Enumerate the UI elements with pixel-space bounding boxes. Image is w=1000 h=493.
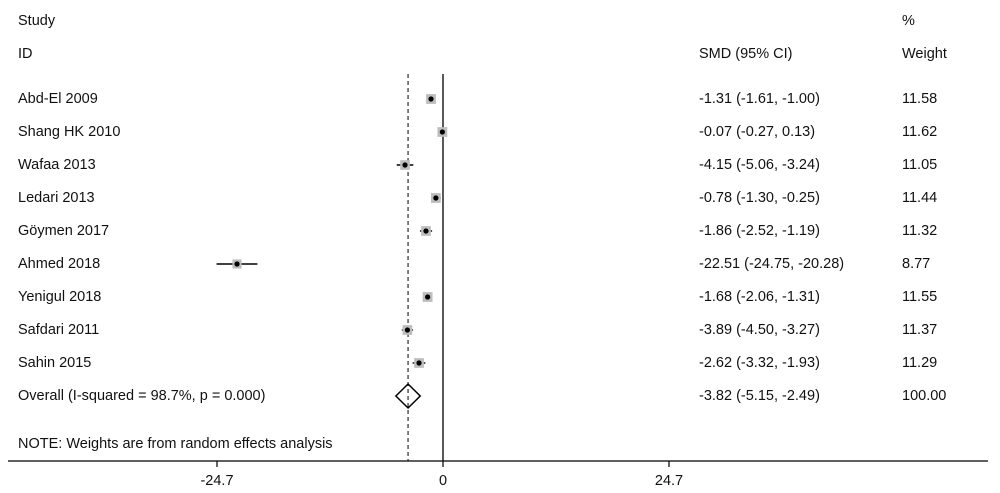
- smd-ci-value: -1.86 (-2.52, -1.19): [699, 223, 820, 239]
- study-label: Ledari 2013: [18, 190, 95, 206]
- point-estimate: [439, 129, 445, 135]
- smd-ci-value: -4.15 (-5.06, -3.24): [699, 157, 820, 173]
- id-header: ID: [18, 46, 33, 62]
- note-text: NOTE: Weights are from random effects an…: [18, 436, 333, 452]
- smd-ci-value: -1.68 (-2.06, -1.31): [699, 289, 820, 305]
- weight-value: 11.55: [902, 289, 938, 305]
- study-header: Study: [18, 13, 56, 29]
- point-estimate: [234, 261, 240, 267]
- study-label: Safdari 2011: [18, 322, 100, 338]
- study-label: Wafaa 2013: [18, 157, 96, 173]
- smd-ci-value: -1.31 (-1.61, -1.00): [699, 91, 820, 107]
- weight-value: 11.29: [902, 355, 938, 371]
- smd-ci-value: -0.78 (-1.30, -0.25): [699, 190, 820, 206]
- study-label: Yenigul 2018: [18, 289, 102, 305]
- study-label: Göymen 2017: [18, 223, 110, 239]
- weight-value: 11.44: [902, 190, 938, 206]
- point-estimate: [404, 327, 411, 333]
- point-estimate: [428, 96, 434, 102]
- point-estimate: [423, 228, 429, 234]
- study-label: Ahmed 2018: [18, 256, 101, 272]
- weight-value: 11.62: [902, 124, 938, 140]
- weight-value: 11.37: [902, 322, 938, 338]
- point-estimate: [402, 162, 408, 168]
- weight-value: 11.05: [902, 157, 938, 173]
- x-tick-label: 24.7: [655, 473, 683, 489]
- x-tick-label: -24.7: [200, 473, 233, 489]
- smd-ci-value: -3.82 (-5.15, -2.49): [699, 388, 820, 404]
- point-estimate: [416, 360, 422, 366]
- weight-value: 100.00: [902, 388, 947, 404]
- percent-header: %: [902, 13, 915, 29]
- smd-header: SMD (95% CI): [699, 46, 793, 62]
- weight-value: 11.32: [902, 223, 938, 239]
- point-estimate: [433, 195, 439, 201]
- smd-ci-value: -22.51 (-24.75, -20.28): [699, 256, 845, 272]
- x-tick-label: 0: [439, 473, 447, 489]
- smd-ci-value: -3.89 (-4.50, -3.27): [699, 322, 820, 338]
- smd-ci-value: -2.62 (-3.32, -1.93): [699, 355, 820, 371]
- study-label: Abd-El 2009: [18, 91, 98, 107]
- study-label: Overall (I-squared = 98.7%, p = 0.000): [18, 388, 266, 404]
- smd-ci-value: -0.07 (-0.27, 0.13): [699, 124, 816, 140]
- weight-value: 11.58: [902, 91, 938, 107]
- weight-header: Weight: [902, 46, 947, 62]
- study-label: Shang HK 2010: [18, 124, 121, 140]
- study-label: Sahin 2015: [18, 355, 92, 371]
- weight-value: 8.77: [902, 256, 931, 272]
- overall-diamond: [394, 382, 422, 410]
- point-estimate: [425, 294, 431, 300]
